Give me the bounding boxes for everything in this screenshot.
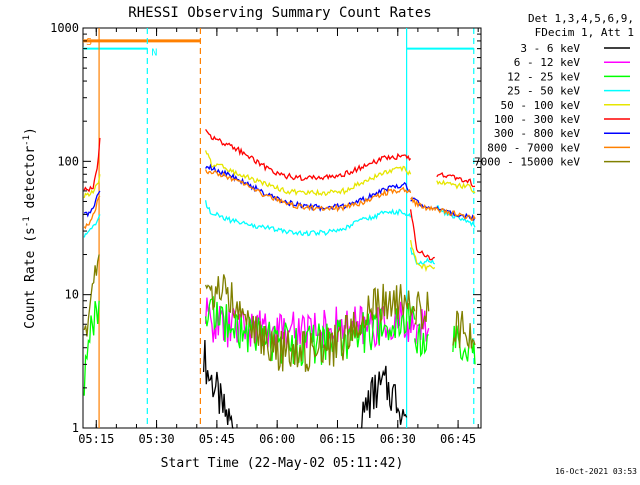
series-line bbox=[83, 190, 101, 218]
x-tick-label: 05:15 bbox=[78, 432, 114, 446]
legend-entry-label: 100 - 300 keV bbox=[494, 113, 580, 126]
x-tick-label: 05:30 bbox=[139, 432, 175, 446]
series bbox=[202, 339, 408, 429]
legend-entry-label: 300 - 800 keV bbox=[494, 127, 580, 140]
series-line bbox=[83, 214, 101, 238]
series-line bbox=[452, 310, 476, 349]
series-line bbox=[83, 174, 101, 199]
x-tick-label: 06:00 bbox=[259, 432, 295, 446]
series bbox=[83, 129, 476, 261]
footer-timestamp: 16-Oct-2021 03:53 bbox=[555, 467, 637, 476]
series-line bbox=[410, 196, 436, 212]
x-tick-label: 05:45 bbox=[199, 432, 235, 446]
series bbox=[83, 150, 476, 273]
series bbox=[83, 200, 476, 266]
y-tick-label: 1 bbox=[72, 421, 79, 435]
series-line bbox=[205, 129, 412, 181]
legend-header-line-2: FDecim 1, Att 1 bbox=[535, 26, 634, 39]
legend-entry-label: 25 - 50 keV bbox=[507, 85, 580, 98]
series-line bbox=[414, 291, 430, 330]
legend-entry-label: 12 - 25 keV bbox=[507, 70, 580, 83]
series bbox=[83, 169, 476, 230]
series-line bbox=[204, 169, 412, 213]
series-line bbox=[434, 206, 476, 221]
y-tick-label: 100 bbox=[57, 154, 79, 168]
x-tick-label: 06:15 bbox=[319, 432, 355, 446]
series-line bbox=[204, 274, 416, 372]
series-line bbox=[409, 247, 436, 266]
series-line bbox=[83, 300, 100, 396]
series-line bbox=[360, 365, 408, 429]
flags-layer: SN bbox=[83, 37, 474, 59]
series-line bbox=[202, 339, 234, 429]
series-line bbox=[204, 200, 412, 237]
x-tick-label: 06:30 bbox=[380, 432, 416, 446]
series-line bbox=[83, 137, 101, 193]
series-layer bbox=[83, 129, 476, 429]
y-axis-label: Count Rate (s-1 detector-1) bbox=[22, 127, 38, 329]
legend-entry-label: 3 - 6 keV bbox=[520, 42, 580, 55]
night-flag-label: N bbox=[151, 48, 157, 59]
x-axis-label: Start Time (22-May-02 05:11:42) bbox=[161, 456, 404, 471]
series-line bbox=[83, 195, 101, 230]
axes-layer: 05:15 05:30 05:45 06:00 06:15 06:30 06:45 1 10 10… bbox=[50, 21, 481, 446]
plot-frame bbox=[82, 27, 482, 429]
series-line bbox=[204, 150, 412, 197]
series-line bbox=[436, 171, 476, 188]
legend-header-line-1: Det 1,3,4,5,6,9, bbox=[528, 12, 634, 25]
legend-entry-label: 50 - 100 keV bbox=[501, 99, 581, 112]
series-line bbox=[409, 209, 435, 261]
legend: Det 1,3,4,5,6,9, FDecim 1, Att 1 3 - 6 k… bbox=[474, 12, 634, 169]
chart-title: RHESSI Observing Summary Count Rates bbox=[128, 5, 431, 21]
legend-entry-label: 800 - 7000 keV bbox=[487, 141, 580, 154]
vlines-layer bbox=[98, 28, 475, 428]
series-line bbox=[436, 179, 476, 194]
y-tick-label: 1000 bbox=[50, 21, 79, 35]
y-tick-label: 10 bbox=[65, 288, 79, 302]
series-line bbox=[414, 323, 429, 358]
legend-entry-label: 6 - 12 keV bbox=[514, 56, 581, 69]
series bbox=[83, 254, 476, 372]
series-line bbox=[409, 239, 436, 273]
x-tick-label: 06:45 bbox=[440, 432, 476, 446]
saa-flag-label: S bbox=[86, 37, 92, 48]
legend-entry-label: 7000 - 15000 keV bbox=[474, 156, 580, 169]
